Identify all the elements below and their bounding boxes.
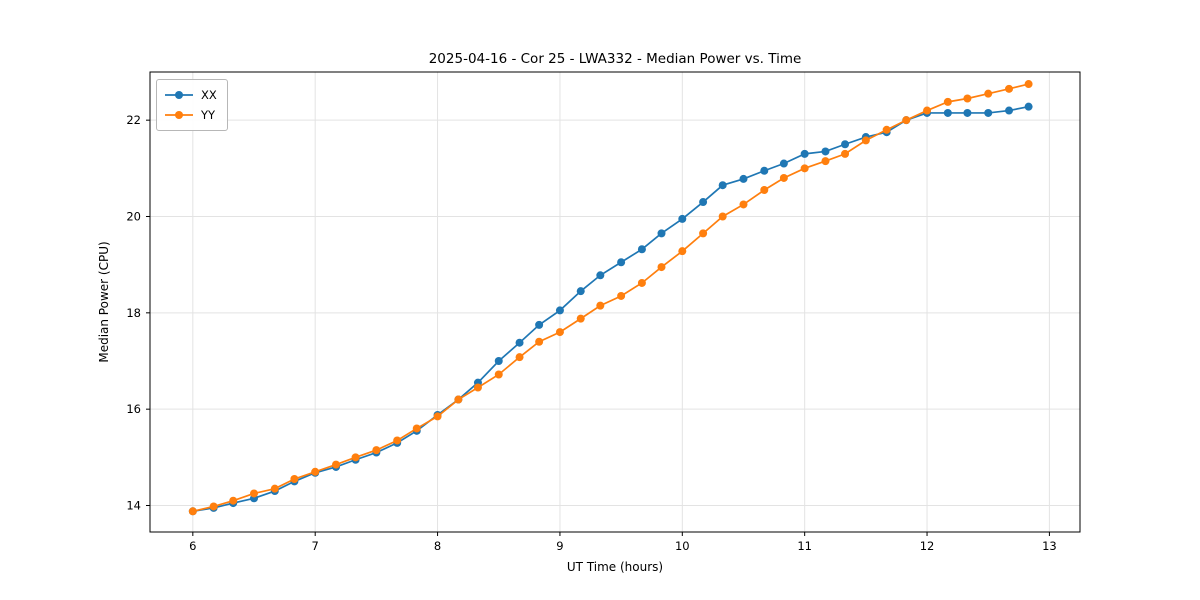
data-point [923, 106, 932, 115]
data-point [596, 301, 605, 310]
data-point [576, 287, 585, 296]
data-point [739, 200, 748, 209]
data-point [963, 94, 972, 103]
y-tick-label: 22 [126, 113, 141, 127]
legend-entry-yy: YY [164, 105, 217, 125]
data-point [290, 475, 299, 484]
data-point [739, 174, 748, 183]
data-point [821, 147, 830, 156]
data-point [699, 198, 708, 207]
data-point [1024, 80, 1033, 89]
data-point [637, 278, 646, 287]
y-tick-label: 18 [126, 306, 141, 320]
data-point [637, 245, 646, 254]
data-point [393, 436, 402, 445]
data-point [250, 489, 259, 498]
x-tick-label: 9 [556, 539, 563, 553]
data-point [760, 166, 769, 175]
y-tick-label: 14 [126, 499, 141, 513]
x-tick-label: 8 [434, 539, 441, 553]
data-point [188, 507, 197, 516]
data-point [841, 149, 850, 158]
data-point [515, 353, 524, 362]
data-point [678, 214, 687, 223]
data-point [617, 258, 626, 267]
data-point [760, 186, 769, 195]
x-tick-label: 10 [675, 539, 690, 553]
data-point [555, 306, 564, 315]
data-point [1005, 84, 1014, 93]
data-point [372, 446, 381, 455]
y-tick-label: 16 [126, 402, 141, 416]
data-point [494, 357, 503, 366]
data-point [433, 412, 442, 421]
data-point [984, 108, 993, 117]
data-point [473, 383, 482, 392]
data-point [699, 229, 708, 238]
data-point [963, 108, 972, 117]
data-point [1005, 106, 1014, 115]
data-point [678, 247, 687, 256]
data-point [718, 181, 727, 190]
x-axis-label: UT Time (hours) [566, 560, 664, 574]
y-axis-label: Median Power (CPU) [97, 241, 111, 363]
data-point [943, 108, 952, 117]
data-point [454, 395, 463, 404]
x-tick-label: 13 [1042, 539, 1057, 553]
data-point [657, 263, 666, 272]
data-point [535, 337, 544, 346]
data-point [779, 173, 788, 182]
data-point [617, 291, 626, 300]
legend-label: XX [201, 88, 217, 102]
data-point [800, 164, 809, 173]
x-tick-label: 6 [189, 539, 196, 553]
series-line-yy [192, 83, 1029, 513]
data-point [311, 467, 320, 476]
data-point [332, 460, 340, 469]
data-point [943, 97, 952, 106]
legend-label: YY [201, 108, 216, 122]
x-tick-label: 12 [920, 539, 935, 553]
data-point [841, 140, 850, 149]
data-point [596, 271, 605, 280]
data-point [861, 136, 870, 145]
data-point [494, 370, 503, 379]
data-point [535, 320, 544, 329]
data-point [555, 328, 564, 337]
data-point [209, 502, 218, 511]
legend-entry-xx: XX [164, 85, 217, 105]
line-marker-swatch-icon [165, 91, 193, 99]
data-point [351, 453, 360, 462]
data-point [270, 484, 279, 493]
data-point [902, 116, 911, 125]
data-point [882, 125, 891, 134]
x-tick-label: 7 [312, 539, 319, 553]
data-point [515, 338, 524, 347]
legend: XX YY [156, 79, 228, 131]
data-point [657, 229, 666, 238]
x-tick-label: 11 [797, 539, 812, 553]
data-point [718, 212, 727, 221]
data-point [779, 159, 788, 168]
data-point [412, 424, 421, 433]
chart-title: 2025-04-16 - Cor 25 - LWA332 - Median Po… [428, 51, 802, 67]
series-line-xx [192, 105, 1029, 513]
data-point [1024, 102, 1033, 111]
data-point [800, 149, 809, 158]
plot-border [149, 71, 1081, 533]
data-point [576, 314, 585, 323]
data-point [229, 496, 238, 505]
y-tick-label: 20 [126, 210, 141, 224]
data-point [984, 89, 993, 98]
data-point [821, 157, 830, 166]
line-marker-swatch-icon [165, 111, 193, 119]
